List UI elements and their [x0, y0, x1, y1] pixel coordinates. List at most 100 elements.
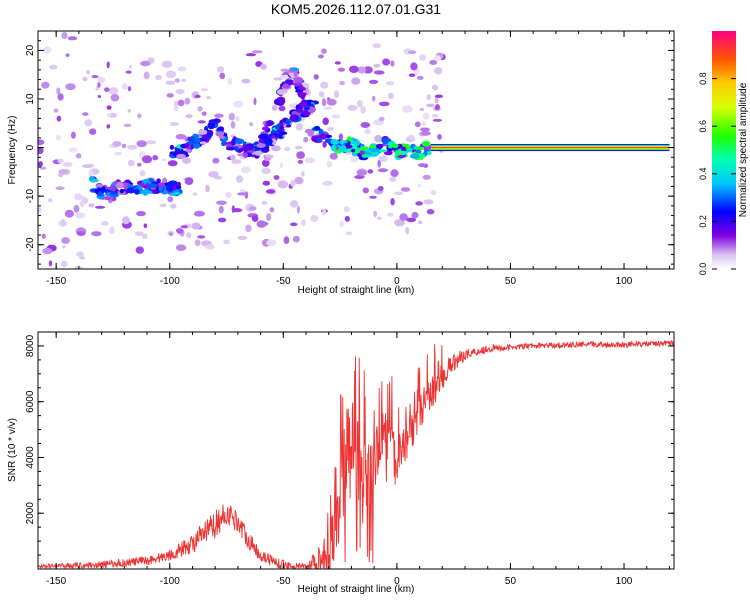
spectrogram-cell — [198, 129, 208, 135]
spectrogram-cell — [271, 145, 281, 152]
spectrogram-cell — [422, 112, 430, 120]
spectrogram-cell — [128, 65, 132, 69]
snr-y-ticks: 2000 4000 6000 8000 — [25, 331, 674, 570]
spectrogram-cell — [182, 157, 191, 164]
spectrogram-cell — [278, 105, 286, 112]
spectrogram-cell — [97, 81, 101, 88]
spectrogram-cell — [125, 70, 132, 74]
spectrogram-cell — [201, 134, 207, 140]
spectrogram-cell — [82, 164, 93, 169]
spectrogram-cell — [94, 205, 106, 209]
spectrogram-cell — [375, 143, 384, 149]
spectrogram-cell — [426, 103, 435, 108]
spectrogram-cell — [218, 217, 227, 223]
spectrogram-cell — [208, 122, 216, 127]
spectrogram-cell — [38, 139, 45, 146]
spectrogram-cell — [134, 231, 144, 236]
spectrogram-cell — [207, 129, 213, 136]
spectrogram-cell — [123, 123, 132, 127]
spectrogram-cell — [368, 145, 379, 149]
spectrogram-cell — [246, 150, 254, 154]
spectrogram-cell — [55, 134, 62, 141]
spectrogram-marks — [38, 32, 670, 269]
spectrogram-cell — [262, 126, 269, 131]
spectrogram-cell — [367, 169, 374, 174]
spectrogram-cell — [290, 180, 296, 187]
spectrogram-cell — [273, 77, 284, 81]
spectrogram-cell — [331, 114, 341, 119]
spectrogram-cell — [57, 93, 64, 101]
spectrogram-cell — [91, 231, 102, 237]
snr-x-label: Height of straight line (km) — [298, 584, 415, 595]
spectrogram-cell — [326, 98, 337, 106]
spectrogram-cell — [184, 177, 194, 186]
spectrogram-cell — [57, 158, 64, 164]
spectrogram-cell — [304, 157, 316, 164]
spectrogram-cell — [330, 138, 339, 145]
y-tick-label: 4000 — [25, 446, 36, 469]
spectrogram-cell — [288, 72, 294, 76]
spectrogram-cell — [314, 125, 320, 131]
spectrogram-cell — [144, 190, 153, 194]
spectrogram-cell — [390, 169, 399, 178]
spectrogram-cell — [430, 190, 437, 196]
spectrogram-cell — [318, 128, 324, 136]
spectrogram-cell — [283, 236, 290, 245]
spectrogram-cell — [399, 213, 408, 221]
spectrogram-cell — [329, 152, 338, 160]
spectrogram-cell — [127, 144, 138, 150]
snr-series-line — [38, 339, 674, 569]
spectrogram-cell — [121, 83, 128, 90]
spectrogram-cell — [186, 232, 192, 239]
spectrogram-cell — [58, 169, 70, 175]
spectrogram-cell — [265, 120, 274, 126]
spectrogram-cell — [426, 94, 432, 101]
figure-title: KOM5.2026.112.07.01.G31 — [271, 1, 441, 17]
spectrogram-cell — [398, 150, 408, 156]
spectrogram-cell — [159, 203, 167, 208]
spectrogram-cell — [143, 223, 148, 229]
spectrogram-cell — [264, 154, 273, 159]
spectrogram-cell — [101, 186, 106, 193]
spectrogram-cell — [373, 210, 378, 218]
spectrogram-cell — [422, 174, 431, 180]
spectrogram-cell — [406, 217, 416, 223]
spectrogram-cell — [76, 251, 84, 257]
colorbar-tick-label: 0.8 — [698, 72, 708, 85]
spectrogram-cell — [175, 244, 187, 251]
spectrogram-cell — [122, 216, 130, 225]
spectrogram-cell — [108, 112, 118, 118]
spectrogram-cell — [376, 216, 382, 220]
spectrogram-cell — [62, 245, 66, 249]
spectrogram-cell — [42, 247, 53, 255]
spectrogram-cell — [256, 220, 267, 228]
spectrogram-cell — [416, 75, 424, 80]
spectrogram-cell — [364, 128, 372, 135]
spectrogram-cell — [415, 201, 423, 206]
y-tick-label: 8000 — [25, 334, 36, 357]
spectrogram-cell — [259, 133, 269, 140]
spectrogram-cell — [319, 91, 325, 98]
spectrogram-cell — [266, 213, 272, 222]
spectrogram-cell — [284, 146, 291, 152]
spectrogram-cell — [145, 140, 157, 145]
spectrogram-x-label: Height of straight line (km) — [298, 285, 415, 296]
colorbar-label: Normalized spectral amplitude — [738, 82, 749, 217]
spectrogram-cell — [161, 60, 173, 68]
spectrogram-cell — [274, 134, 281, 138]
spectrogram-cell — [97, 95, 101, 98]
spectrogram-cell — [434, 104, 440, 111]
spectrogram-cell — [139, 170, 146, 177]
spectrogram-cell — [112, 190, 118, 195]
spectrogram-cell — [394, 219, 405, 227]
y-tick-label: 2000 — [25, 502, 36, 525]
spectrogram-cell — [293, 71, 298, 78]
spectrogram-cell — [378, 155, 389, 162]
spectrogram-cell — [408, 73, 416, 77]
spectrogram-cell — [359, 150, 365, 155]
spectrogram-cell — [108, 87, 119, 95]
spectrogram-cell — [216, 66, 225, 73]
spectrogram-cell — [177, 99, 185, 107]
spectrogram-cell — [175, 228, 184, 234]
spectrogram-cell — [215, 131, 225, 137]
